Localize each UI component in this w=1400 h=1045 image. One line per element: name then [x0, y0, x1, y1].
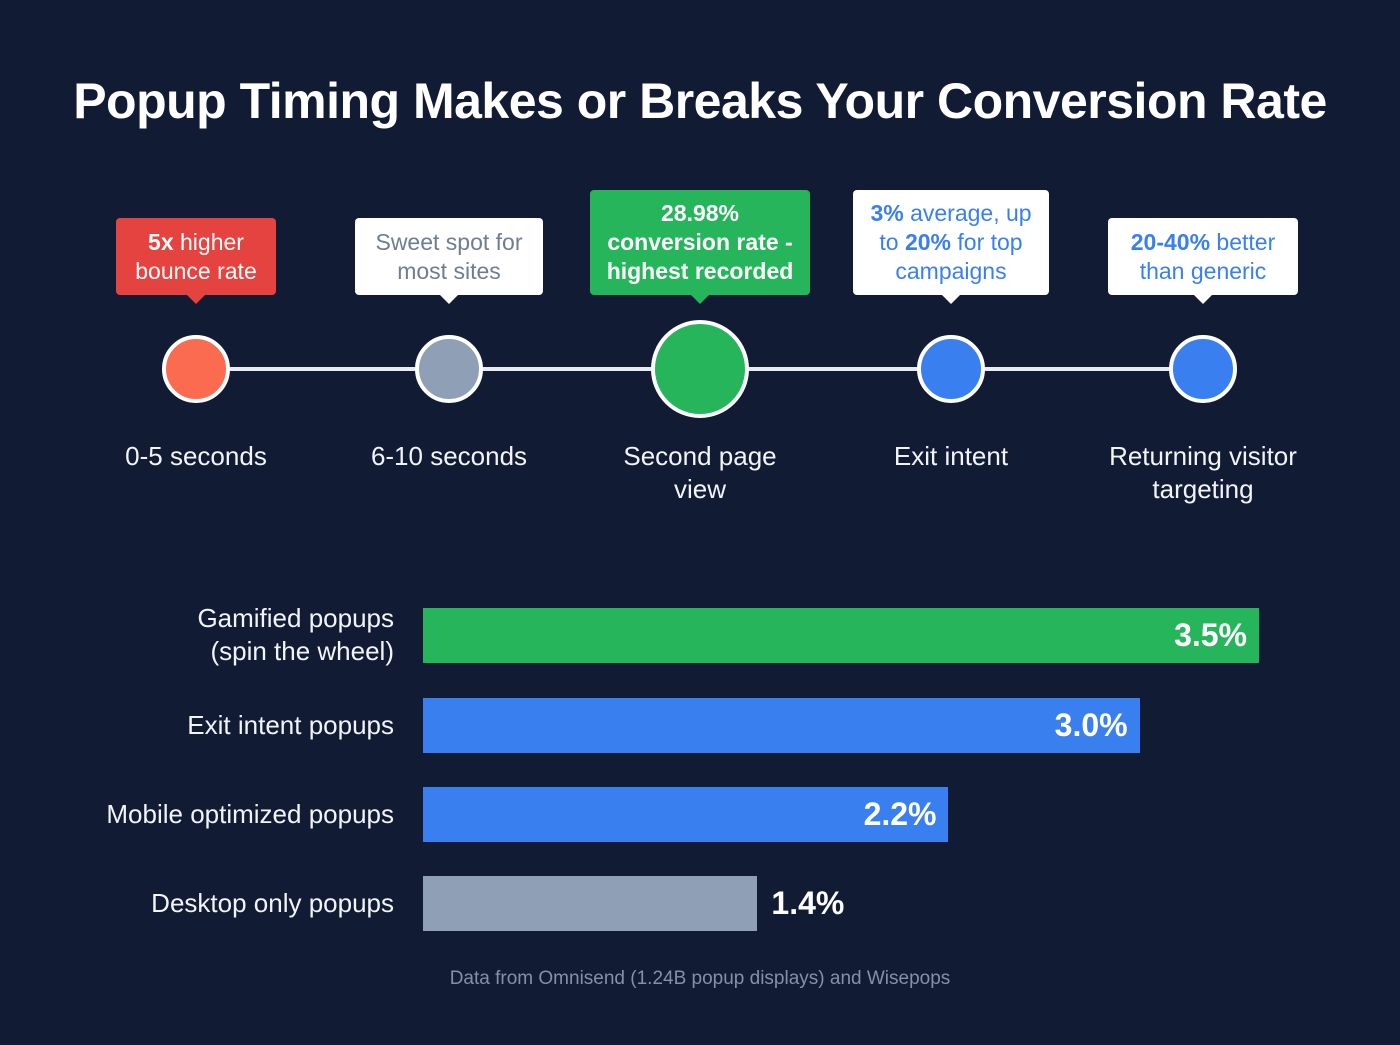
- callout-6-10s: Sweet spot for most sites: [355, 218, 543, 304]
- bar-category-label: Desktop only popups: [151, 887, 394, 918]
- callout-text-2: for top campaigns: [895, 229, 1023, 284]
- callout-text: better than generic: [1139, 228, 1276, 284]
- bar-category-label: Gamified popups (spin the wheel): [197, 603, 394, 666]
- bar: [423, 787, 949, 842]
- bar: [423, 608, 1259, 663]
- bar: [423, 698, 1140, 753]
- bar-value-label: 3.5%: [1174, 617, 1247, 653]
- bar-value-label: 1.4%: [771, 885, 845, 921]
- callout-0-5s: 5x higher bounce rate: [116, 218, 276, 304]
- callout-bold: 20-40%: [1130, 228, 1211, 255]
- callout-text: Sweet spot for most sites: [375, 228, 523, 284]
- callout-returning: 20-40% better than generic: [1108, 218, 1298, 304]
- stage-label: Second page view: [623, 441, 777, 504]
- timeline-node-returning: [1169, 335, 1237, 403]
- callout-second-page: 28.98% conversion rate - highest recorde…: [590, 190, 810, 304]
- bar: [423, 876, 758, 931]
- timeline-node-exit-intent: [917, 335, 985, 403]
- callout-bold: 28.98% conversion rate - highest recorde…: [606, 200, 794, 284]
- stage-label: Exit intent: [893, 441, 1009, 471]
- bar-value-label: 2.2%: [863, 796, 937, 832]
- bar-category-label: Mobile optimized popups: [106, 798, 394, 829]
- page-title: Popup Timing Makes or Breaks Your Conver…: [73, 73, 1327, 129]
- bar-value-label: 3.0%: [1054, 707, 1128, 743]
- callout-text: higher bounce rate: [135, 228, 257, 284]
- stage-label: Returning visitor targeting: [1109, 441, 1297, 504]
- timeline-node-0-5s: [162, 335, 230, 403]
- stage-label: 0-5 seconds: [125, 441, 267, 471]
- callout-bold-2: 20%: [904, 229, 951, 255]
- timeline-node-second-page: [651, 320, 749, 418]
- bar-category-label: Exit intent popups: [187, 709, 394, 740]
- callout-text: average, up to: [879, 200, 1032, 255]
- source-note: Data from Omnisend (1.24B popup displays…: [449, 968, 951, 989]
- stage-label: 6-10 seconds: [370, 441, 528, 471]
- callout-bold: 3%: [870, 200, 904, 226]
- timeline-node-6-10s: [415, 335, 483, 403]
- callout-exit-intent: 3% average, up to 20% for top campaigns: [853, 190, 1049, 304]
- callout-bold: 5x: [148, 228, 174, 255]
